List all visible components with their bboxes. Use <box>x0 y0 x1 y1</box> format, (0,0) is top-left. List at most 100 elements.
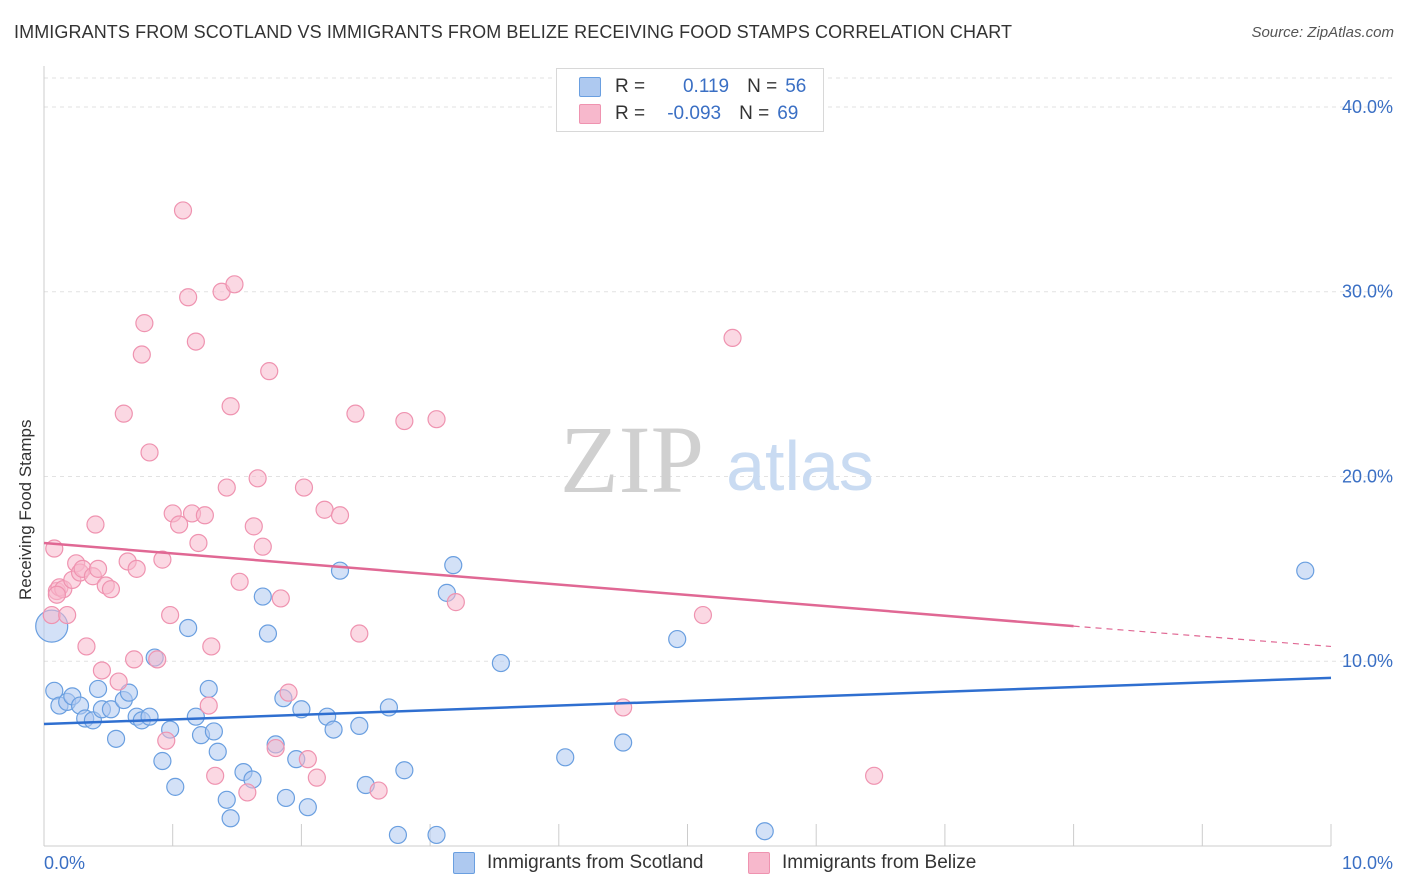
legend-swatch-scotland <box>579 77 601 97</box>
data-point-scotland <box>101 700 121 719</box>
data-point-belize <box>157 731 176 750</box>
data-point-belize <box>253 537 272 556</box>
data-point-scotland <box>140 707 159 726</box>
data-point-scotland <box>556 748 575 767</box>
data-point-scotland <box>88 679 108 699</box>
x-tick-label: 10.0% <box>1342 853 1393 873</box>
data-point-scotland <box>276 788 296 808</box>
data-point-belize <box>279 683 298 702</box>
y-tick-label: 30.0% <box>1342 282 1393 302</box>
data-point-belize <box>170 515 189 534</box>
data-point-scotland <box>755 822 774 841</box>
y-tick-label: 10.0% <box>1342 651 1393 671</box>
data-point-belize <box>427 410 446 429</box>
data-point-belize <box>865 766 884 785</box>
data-point-belize <box>395 411 414 431</box>
data-point-belize <box>369 781 388 800</box>
watermark-zip: ZIP <box>560 406 704 513</box>
data-point-scotland <box>324 720 343 739</box>
data-point-scotland <box>166 777 185 796</box>
data-point-scotland <box>179 618 198 638</box>
data-point-belize <box>92 661 112 680</box>
data-point-belize <box>153 550 172 569</box>
data-point-belize <box>173 201 193 220</box>
data-point-belize <box>195 506 214 525</box>
data-point-belize <box>148 650 167 669</box>
chart-title: IMMIGRANTS FROM SCOTLAND VS IMMIGRANTS F… <box>14 22 1013 42</box>
data-point-belize <box>271 589 290 608</box>
series-swatch-belize <box>748 852 770 874</box>
data-point-belize <box>42 605 61 625</box>
data-point-belize <box>127 559 146 578</box>
trend-line-dashed-belize <box>1073 625 1332 648</box>
data-point-belize <box>186 332 205 351</box>
y-tick-label: 40.0% <box>1342 97 1393 117</box>
series-legend-scotland: Immigrants from Scotland <box>453 852 703 874</box>
data-point-scotland <box>350 716 369 736</box>
data-point-scotland <box>153 751 172 771</box>
data-points <box>35 201 1315 845</box>
data-point-belize <box>132 345 151 364</box>
data-point-scotland <box>668 629 687 649</box>
data-point-belize <box>294 478 314 497</box>
data-point-belize <box>260 362 279 381</box>
y-tick-label: 20.0% <box>1342 466 1393 486</box>
data-point-scotland <box>221 809 240 828</box>
legend-r-label: R = <box>615 76 646 97</box>
trend-line-belize <box>43 541 1074 628</box>
legend-r-value-belize: -0.093 <box>667 103 722 124</box>
y-axis-label: Receiving Food Stamps <box>16 419 35 600</box>
data-point-scotland <box>1296 561 1315 580</box>
data-point-belize <box>47 585 66 604</box>
data-point-scotland <box>119 683 139 702</box>
data-point-scotland <box>379 698 399 717</box>
series-label-belize: Immigrants from Belize <box>782 852 977 873</box>
data-point-belize <box>199 696 218 715</box>
data-point-belize <box>230 572 249 591</box>
source-label: Source: ZipAtlas.com <box>1251 24 1394 41</box>
data-point-scotland <box>106 729 126 748</box>
data-point-scotland <box>186 707 205 726</box>
data-point-belize <box>446 593 465 612</box>
legend-n-value-belize: 69 <box>777 103 799 124</box>
data-point-belize <box>77 637 96 656</box>
data-point-belize <box>109 672 128 691</box>
data-point-scotland <box>208 742 227 761</box>
data-point-belize <box>140 443 159 462</box>
data-point-belize <box>723 328 742 348</box>
data-point-belize <box>346 404 365 423</box>
grid-lines <box>44 77 1393 662</box>
data-point-belize <box>266 738 285 758</box>
data-point-scotland <box>444 556 463 575</box>
data-point-scotland <box>388 825 408 845</box>
data-point-belize <box>225 275 244 294</box>
data-point-scotland <box>253 587 272 606</box>
data-point-belize <box>88 559 108 578</box>
watermark-atlas: atlas <box>726 427 874 505</box>
data-point-belize <box>217 478 236 497</box>
trend-line-scotland <box>43 676 1332 726</box>
data-point-belize <box>307 768 326 787</box>
data-point-scotland <box>330 561 350 580</box>
data-point-scotland <box>491 653 510 673</box>
data-point-scotland <box>258 624 278 643</box>
series-label-scotland: Immigrants from Scotland <box>487 852 704 873</box>
data-point-scotland <box>427 825 446 845</box>
data-point-scotland <box>204 722 223 741</box>
data-point-belize <box>350 624 369 643</box>
data-point-belize <box>614 698 633 717</box>
data-point-belize <box>298 750 317 769</box>
series-legend-belize: Immigrants from Belize <box>748 852 976 874</box>
data-point-belize <box>315 500 334 519</box>
data-point-scotland <box>614 733 633 752</box>
data-point-scotland <box>395 761 414 780</box>
legend-r-label: R = <box>615 103 646 124</box>
data-point-belize <box>101 580 121 599</box>
data-point-belize <box>244 517 263 536</box>
legend-n-value-scotland: 56 <box>785 76 807 97</box>
x-tick-label: 0.0% <box>44 853 85 873</box>
legend-row-belize: R = -0.093 N = 69 <box>579 102 798 126</box>
data-point-belize <box>330 506 350 525</box>
data-point-belize <box>238 783 257 802</box>
